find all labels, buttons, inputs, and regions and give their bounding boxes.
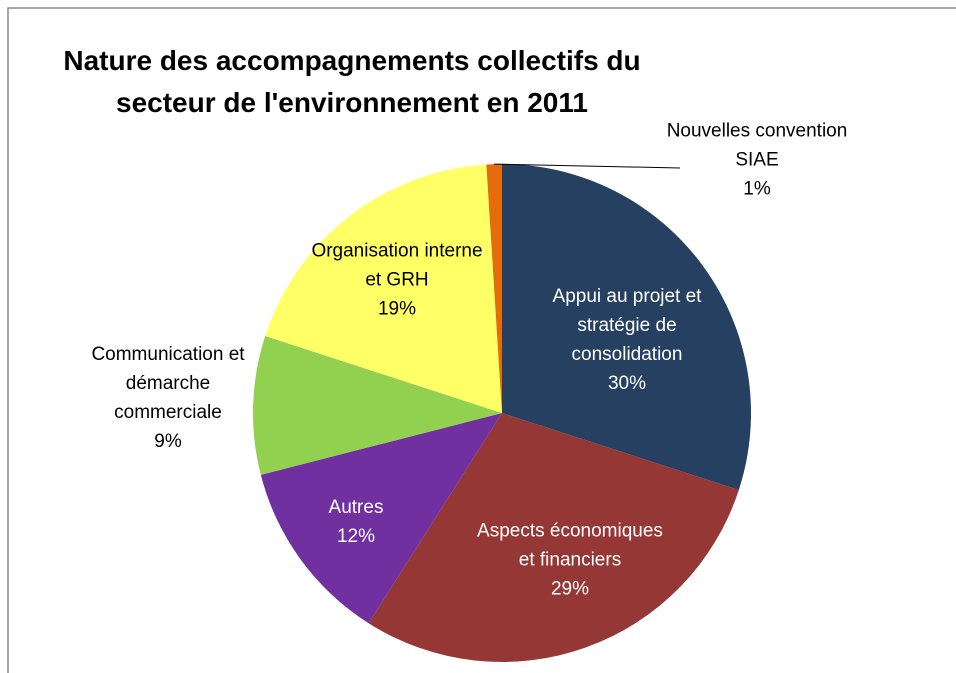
slice-label-name: Appui au projet et stratégie de consolid… bbox=[552, 286, 702, 365]
slice-label-name: Nouvelles convention SIAE bbox=[666, 120, 848, 171]
slice-label-name: Autres bbox=[328, 497, 384, 518]
pie-slice bbox=[265, 164, 502, 413]
pie-slice bbox=[260, 413, 502, 624]
slice-label-value: 1% bbox=[743, 178, 771, 200]
slice-label-value: 30% bbox=[607, 373, 647, 394]
slice-label: Organisation interne et GRH 19% bbox=[307, 237, 487, 324]
slice-label-name: Communication et démarche commerciale bbox=[91, 344, 245, 423]
slice-label: Autres 12% bbox=[296, 493, 416, 551]
slice-label-value: 9% bbox=[154, 431, 182, 452]
leader-line bbox=[494, 163, 681, 169]
pie-slice bbox=[486, 164, 502, 413]
chart-frame bbox=[7, 7, 956, 673]
slice-label-name: Organisation interne et GRH bbox=[311, 240, 483, 291]
pie-slice bbox=[502, 164, 751, 490]
slice-label-value: 19% bbox=[377, 298, 417, 320]
chart-title: Nature des accompagnements collectifs du… bbox=[63, 45, 641, 118]
slice-label: Aspects économiques et financiers 29% bbox=[475, 517, 665, 604]
slice-label-value: 12% bbox=[336, 526, 376, 547]
slice-label-value: 29% bbox=[550, 578, 590, 600]
slice-label: Nouvelles convention SIAE 1% bbox=[662, 117, 852, 204]
slice-label: Appui au projet et stratégie de consolid… bbox=[532, 282, 722, 398]
slice-label: Communication et démarche commerciale 9% bbox=[73, 340, 263, 456]
pie-slice bbox=[252, 336, 502, 475]
slice-label-name: Aspects économiques et financiers bbox=[477, 520, 663, 571]
pie-slice bbox=[368, 413, 739, 662]
